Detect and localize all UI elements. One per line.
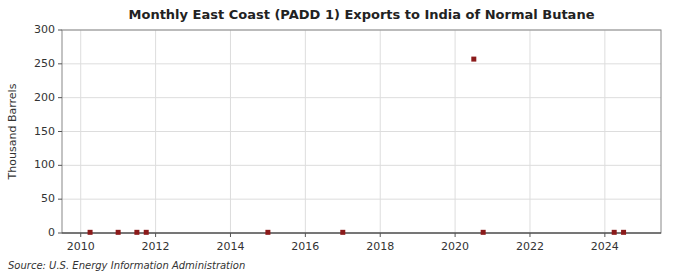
x-tick — [455, 233, 456, 237]
y-tick — [58, 97, 62, 98]
x-grid-line — [305, 30, 306, 233]
data-point — [265, 230, 270, 235]
data-point — [612, 230, 617, 235]
x-tick-label: 2018 — [366, 240, 394, 253]
data-point — [116, 230, 121, 235]
x-grid-line — [380, 30, 381, 233]
x-tick-label: 2024 — [591, 240, 619, 253]
x-tick — [380, 233, 381, 237]
x-tick — [529, 233, 530, 237]
y-tick-label: 50 — [41, 192, 55, 205]
x-tick-label: 2016 — [291, 240, 319, 253]
grid — [62, 30, 661, 233]
data-point — [481, 230, 486, 235]
y-axis-label: Thousand Barrels — [6, 83, 19, 180]
y-tick-label: 150 — [34, 125, 55, 138]
y-tick-label: 200 — [34, 91, 55, 104]
y-tick — [58, 199, 62, 200]
x-tick — [80, 233, 81, 237]
chart-title: Monthly East Coast (PADD 1) Exports to I… — [129, 7, 595, 22]
data-point — [621, 230, 626, 235]
data-point — [340, 230, 345, 235]
y-tick — [58, 131, 62, 132]
data-point — [144, 230, 149, 235]
x-grid-line — [604, 30, 605, 233]
y-tick — [58, 165, 62, 166]
plot-frame — [62, 30, 661, 233]
x-tick — [230, 233, 231, 237]
y-grid-line — [62, 131, 661, 132]
y-tick — [58, 30, 62, 31]
x-tick-label: 2020 — [441, 240, 469, 253]
x-tick — [604, 233, 605, 237]
source-note: Source: U.S. Energy Information Administ… — [8, 260, 245, 271]
x-tick — [155, 233, 156, 237]
y-grid-line — [62, 63, 661, 64]
chart-container: 0 50 100 150 200 250 300 2010 2012 2014 2016 2018 20… — [0, 0, 675, 275]
data-point — [471, 57, 476, 62]
x-axis-line — [62, 233, 661, 234]
y-grid-line — [62, 97, 661, 98]
x-tick-label: 2014 — [216, 240, 244, 253]
axes: 0 50 100 150 200 250 300 2010 2012 2014 2016 2018 20… — [34, 23, 619, 253]
y-tick-label: 100 — [34, 158, 55, 171]
y-tick-label: 250 — [34, 57, 55, 70]
x-tick-label: 2012 — [142, 240, 170, 253]
x-grid-line — [529, 30, 530, 233]
x-grid-line — [155, 30, 156, 233]
y-grid-line — [62, 199, 661, 200]
x-tick — [305, 233, 306, 237]
y-tick — [58, 233, 62, 234]
y-grid-line — [62, 165, 661, 166]
y-grid-line — [62, 233, 661, 234]
x-tick-label: 2010 — [67, 240, 95, 253]
x-grid-line — [230, 30, 231, 233]
x-grid-line — [80, 30, 81, 233]
points — [88, 57, 626, 235]
data-point — [134, 230, 139, 235]
data-point — [88, 230, 93, 235]
x-grid-line — [455, 30, 456, 233]
chart-svg: 0 50 100 150 200 250 300 2010 2012 2014 2016 2018 20… — [0, 0, 675, 275]
y-tick-label: 300 — [34, 23, 55, 36]
y-tick — [58, 63, 62, 64]
y-tick-label: 0 — [48, 226, 55, 239]
x-tick-label: 2022 — [516, 240, 544, 253]
